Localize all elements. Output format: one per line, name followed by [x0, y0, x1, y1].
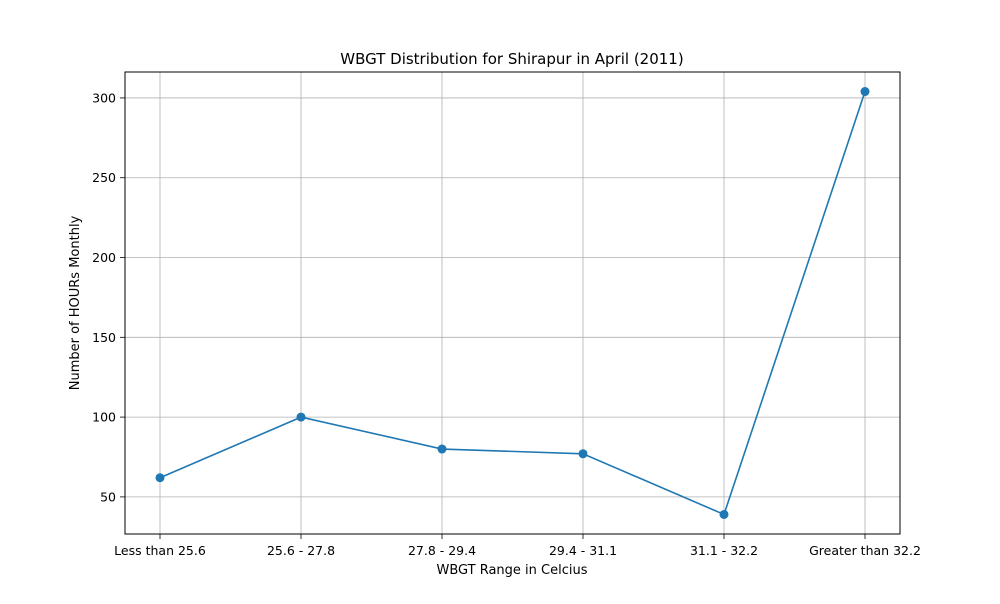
- x-tick-label: Greater than 32.2: [809, 543, 921, 558]
- x-tick-label: 27.8 - 29.4: [408, 543, 476, 558]
- data-point: [719, 509, 729, 519]
- x-tick-label: 29.4 - 31.1: [549, 543, 617, 558]
- data-point: [437, 444, 447, 454]
- data-point: [296, 412, 306, 422]
- y-tick-label: 200: [92, 250, 116, 265]
- data-point: [860, 87, 870, 97]
- series-line: [159, 91, 866, 516]
- grid: [125, 72, 900, 534]
- chart-title: WBGT Distribution for Shirapur in April …: [340, 50, 683, 68]
- data-point: [578, 449, 588, 459]
- plot-frame: [124, 71, 901, 535]
- y-tick-label: 300: [92, 90, 116, 105]
- y-tick-label: 100: [92, 410, 116, 425]
- x-axis-label: WBGT Range in Celcius: [436, 563, 587, 578]
- x-tick-label: Less than 25.6: [114, 543, 206, 558]
- ticks: Less than 25.6 25.6 - 27.8 27.8 - 29.4 29.4…: [92, 90, 921, 558]
- y-tick-label: 150: [92, 330, 116, 345]
- x-tick-label: 31.1 - 32.2: [690, 543, 758, 558]
- y-tick-label: 50: [100, 489, 116, 504]
- data-point: [155, 473, 165, 483]
- y-tick-label: 250: [92, 170, 116, 185]
- series: [155, 87, 870, 519]
- y-axis-label: Number of HOURs Monthly: [68, 215, 83, 390]
- x-tick-label: 25.6 - 27.8: [267, 543, 335, 558]
